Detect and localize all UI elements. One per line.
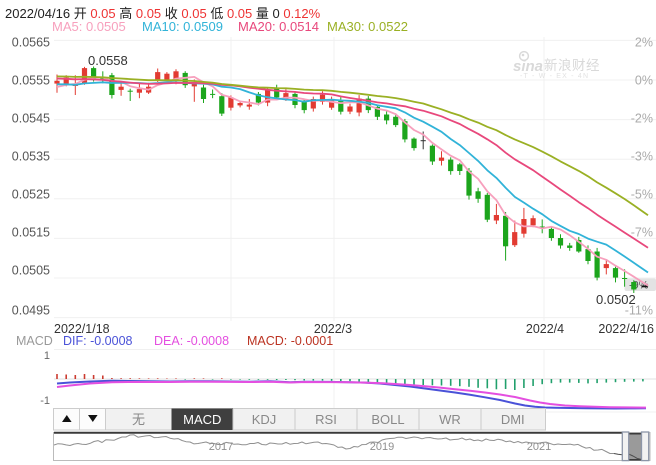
svg-text:2017: 2017 [209,441,233,453]
svg-text:-1: -1 [40,395,50,407]
svg-text:1: 1 [44,350,50,362]
svg-text:BOLL: BOLL [371,412,404,427]
svg-text:2021: 2021 [527,441,551,453]
svg-text:0%: 0% [635,74,653,88]
svg-text:0.0565: 0.0565 [12,36,50,50]
svg-text:2022/4: 2022/4 [526,322,564,336]
svg-text:0.0535: 0.0535 [12,150,50,164]
svg-text:2022/3: 2022/3 [314,322,352,336]
svg-text:DIF: -0.0008: DIF: -0.0008 [63,334,133,348]
svg-text:2022/04/16 开 0.05 高 0.05 收 0.0: 2022/04/16 开 0.05 高 0.05 收 0.05 低 0.05 量… [5,6,321,21]
svg-text:-2%: -2% [631,112,653,126]
svg-text:DEA: -0.0008: DEA: -0.0008 [154,334,229,348]
svg-text:KDJ: KDJ [252,412,277,427]
svg-text:MACD: -0.0001: MACD: -0.0001 [247,334,333,348]
svg-text:0.0555: 0.0555 [12,74,50,88]
svg-text:-7%: -7% [631,226,653,240]
svg-text:0.0495: 0.0495 [12,304,50,318]
svg-text:-5%: -5% [631,188,653,202]
svg-text:WR: WR [439,412,461,427]
svg-text:2%: 2% [635,36,653,50]
svg-text:-T - W - EX - 4N: -T - W - EX - 4N [520,73,588,80]
svg-text:0.0515: 0.0515 [12,226,50,240]
svg-text:MA20: 0.0514: MA20: 0.0514 [238,19,319,34]
svg-text:MACD: MACD [16,334,53,348]
svg-text:0.0502: 0.0502 [596,292,636,307]
svg-text:MA5: 0.0505: MA5: 0.0505 [52,19,126,34]
svg-text:0.0558: 0.0558 [88,53,128,68]
svg-text:2022/1/18: 2022/1/18 [54,322,110,336]
svg-text:2019: 2019 [370,441,394,453]
svg-text:0.0525: 0.0525 [12,188,50,202]
svg-text:DMI: DMI [501,412,525,427]
svg-text:MA10: 0.0509: MA10: 0.0509 [142,19,223,34]
svg-text:0.0545: 0.0545 [12,112,50,126]
svg-text:MA30: 0.0522: MA30: 0.0522 [327,19,408,34]
svg-text:无: 无 [132,412,145,427]
svg-text:2022/4/16: 2022/4/16 [598,322,654,336]
svg-text:RSI: RSI [315,412,337,427]
svg-text:-3%: -3% [631,150,653,164]
svg-text:新浪财经: 新浪财经 [544,58,600,73]
svg-text:-11%: -11% [625,304,653,318]
svg-text:0.0505: 0.0505 [12,264,50,278]
svg-text:MACD: MACD [183,412,221,427]
svg-text:sina: sina [513,58,543,75]
